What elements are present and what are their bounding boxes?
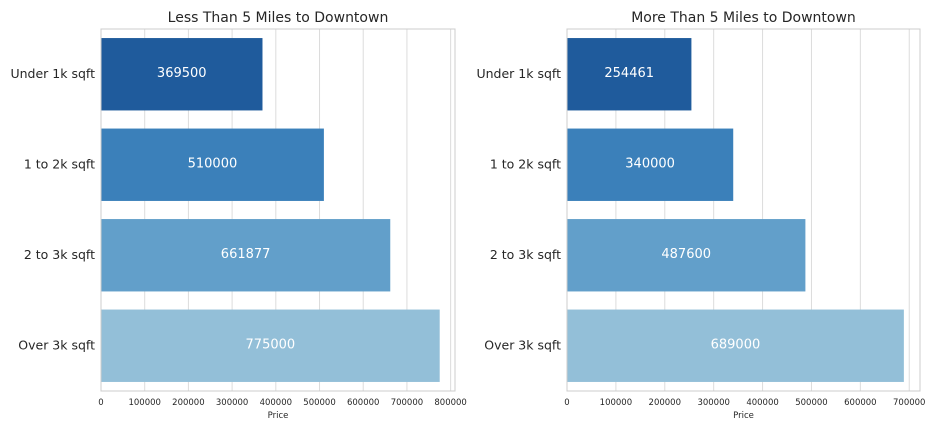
bar [101,219,391,292]
bar [567,38,692,111]
x-tick-label: 0 [98,398,103,408]
bar [101,309,440,382]
bar-value-label: 510000 [188,156,238,171]
x-tick-label: 100000 [600,398,632,408]
x-tick-label: 200000 [649,398,681,408]
x-tick-label: 700000 [893,398,925,408]
bar [567,219,806,292]
x-tick-label: 600000 [347,398,379,408]
category-label: 2 to 3k sqft [24,247,95,262]
x-tick-label: 400000 [260,398,292,408]
bar-value-label: 775000 [246,337,296,352]
category-label: Under 1k sqft [476,66,561,81]
x-tick-label: 700000 [391,398,423,408]
category-label: Under 1k sqft [10,66,95,81]
category-label: Over 3k sqft [484,337,561,352]
bar-value-label: 340000 [625,156,675,171]
bar-value-label: 661877 [221,247,271,262]
chart-title: Less Than 5 Miles to Downtown [168,10,389,26]
bar [567,128,734,201]
category-label: 2 to 3k sqft [490,247,561,262]
category-label: 1 to 2k sqft [24,156,95,171]
bar-value-label: 369500 [157,66,207,81]
plot-frame [100,28,456,392]
bar-value-label: 487600 [661,247,711,262]
x-tick-label: 500000 [303,398,335,408]
bar [101,128,324,201]
x-tick-label: 500000 [795,398,827,408]
x-tick-label: 200000 [172,398,204,408]
category-label: Over 3k sqft [18,337,95,352]
bar [101,38,263,111]
bar-value-label: 254461 [604,66,654,81]
x-tick-label: 0 [564,398,569,408]
x-tick-label: 100000 [128,398,160,408]
bar-value-label: 689000 [711,337,761,352]
x-axis-label: Price [268,411,289,421]
chart-title: More Than 5 Miles to Downtown [631,10,856,26]
plot-frame [566,28,921,392]
x-tick-label: 300000 [216,398,248,408]
x-tick-label: 600000 [844,398,876,408]
x-axis-label: Price [733,411,754,421]
x-tick-label: 800000 [434,398,466,408]
x-tick-label: 300000 [697,398,729,408]
x-tick-label: 400000 [746,398,778,408]
chart-panel-far-from-downtown: 254461 Under 1k sqft 340000 1 to 2k sqft 487… [476,10,925,421]
chart-panel-near-downtown: 369500 Under 1k sqft 510000 1 to 2k sqft 661… [10,10,466,421]
category-label: 1 to 2k sqft [490,156,561,171]
bar [567,309,904,382]
